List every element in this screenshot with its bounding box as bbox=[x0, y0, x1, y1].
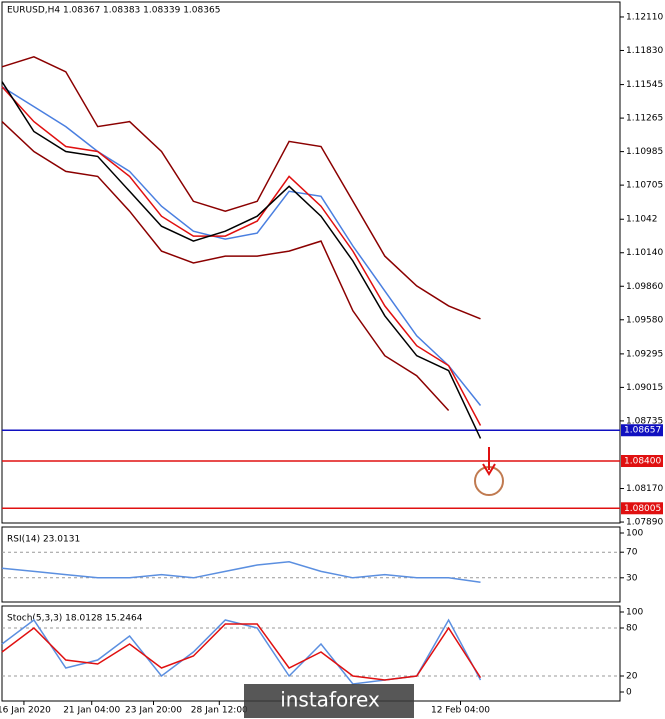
level-label: 1.08005 bbox=[624, 504, 661, 514]
y-tick-label: 1.08170 bbox=[626, 484, 663, 494]
y-tick-label: 1.10985 bbox=[626, 147, 663, 157]
x-tick-label: 28 Jan 12:00 bbox=[191, 706, 248, 716]
x-tick-label: 23 Jan 20:00 bbox=[125, 706, 182, 716]
panel-title: Stoch(5,3,3) 18.0128 15.2464 bbox=[7, 614, 143, 624]
y-tick-label: 1.10705 bbox=[626, 181, 663, 191]
y-tick-label: 1.09015 bbox=[626, 383, 663, 393]
series-line bbox=[1, 121, 450, 412]
y-tick-label: 1.11545 bbox=[626, 80, 663, 90]
x-tick-label: 21 Jan 04:00 bbox=[63, 706, 120, 716]
watermark: instaforex bbox=[280, 688, 380, 712]
x-tick-label: 16 Jan 2020 bbox=[0, 706, 51, 716]
level-label-box bbox=[621, 455, 663, 468]
y-tick-label: 100 bbox=[626, 608, 643, 618]
arrow-head bbox=[482, 463, 496, 476]
series-line bbox=[1, 623, 482, 681]
level-label: 1.08400 bbox=[624, 457, 661, 467]
y-tick-label: 1.11830 bbox=[626, 46, 663, 56]
y-tick-label: 100 bbox=[626, 529, 643, 539]
plot-layer: EURUSD,H4 1.08367 1.08383 1.08339 1.0836… bbox=[0, 6, 663, 716]
y-tick-label: 1.08735 bbox=[626, 416, 663, 426]
level-label: 1.08657 bbox=[624, 426, 661, 436]
rsi-panel bbox=[1, 526, 621, 603]
panel-title: EURUSD,H4 1.08367 1.08383 1.08339 1.0836… bbox=[7, 6, 220, 16]
y-tick-label: 1.11265 bbox=[626, 114, 663, 124]
price-panel bbox=[1, 1, 621, 524]
series-line bbox=[1, 561, 481, 584]
series-line bbox=[1, 81, 482, 439]
y-tick-label: 0 bbox=[626, 688, 632, 698]
panel-title: RSI(14) 23.0131 bbox=[7, 535, 80, 545]
watermark-box bbox=[244, 684, 414, 718]
y-tick-label: 80 bbox=[626, 624, 638, 634]
x-tick-label: 12 Feb 04:00 bbox=[431, 706, 490, 716]
y-tick-label: 1.12110 bbox=[626, 12, 663, 22]
series-line bbox=[1, 86, 482, 406]
series-line bbox=[1, 55, 481, 320]
level-label-box bbox=[621, 502, 663, 515]
y-tick-label: 20 bbox=[626, 672, 638, 682]
y-tick-label: 70 bbox=[626, 548, 638, 558]
series-line bbox=[1, 86, 482, 426]
y-tick-label: 1.10140 bbox=[626, 248, 663, 258]
y-tick-label: 30 bbox=[626, 573, 638, 583]
y-tick-label: 1.07890 bbox=[626, 518, 663, 528]
y-tick-label: 1.09860 bbox=[626, 282, 663, 292]
y-tick-label: 1.09295 bbox=[626, 349, 663, 359]
y-tick-label: 1.09580 bbox=[626, 315, 663, 325]
level-label-box bbox=[621, 424, 663, 437]
y-tick-label: 1.1042 bbox=[626, 215, 658, 225]
